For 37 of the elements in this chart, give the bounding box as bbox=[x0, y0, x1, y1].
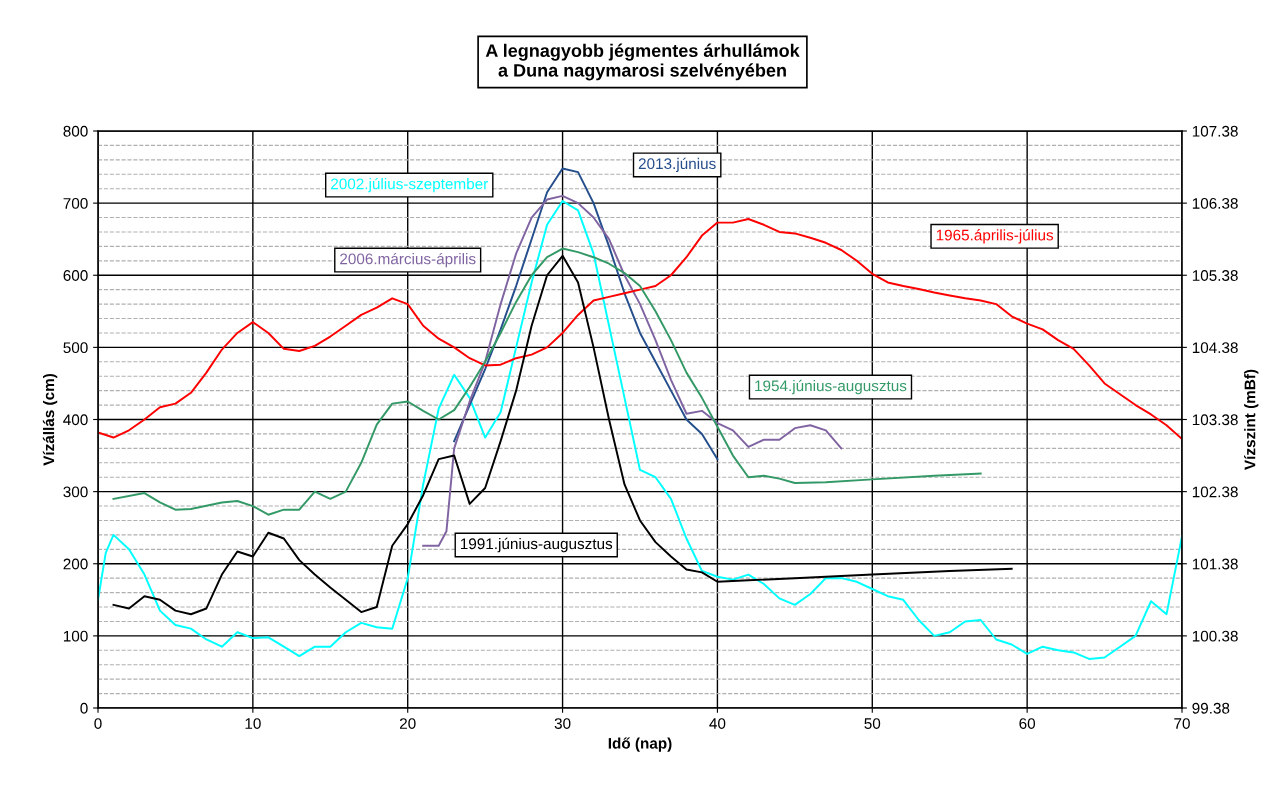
x-tick-label: 30 bbox=[554, 718, 571, 729]
x-axis-title: Idő (nap) bbox=[608, 737, 672, 752]
y2-tick-label: 107.38 bbox=[1192, 125, 1238, 137]
y-tick-label: 0 bbox=[80, 702, 88, 714]
text: 2002.július-szeptember bbox=[331, 177, 488, 193]
y-tick-label: 200 bbox=[63, 558, 88, 570]
x-tick-label: 0 bbox=[94, 718, 102, 729]
y-tick-label: 800 bbox=[63, 125, 88, 137]
y2-tick-label: 103.38 bbox=[1192, 414, 1238, 426]
x-tick-label: 70 bbox=[1174, 718, 1190, 729]
chart-title: A legnagyobb jégmentes árhullámok a Duna nagymarosi szelvényében bbox=[485, 43, 800, 81]
y-tick-label: 400 bbox=[63, 414, 88, 426]
y2-tick-label: 100.38 bbox=[1192, 630, 1238, 642]
x-tick-label: 40 bbox=[709, 718, 726, 729]
text: 1954.június-augusztus bbox=[755, 379, 907, 395]
y2-tick-label: 99.38 bbox=[1192, 702, 1230, 714]
y-tick-label: 700 bbox=[63, 197, 88, 209]
text: 1965.április-július bbox=[936, 229, 1054, 244]
text: 2013.június bbox=[638, 157, 716, 173]
text: 1991.június-augusztus bbox=[460, 537, 613, 553]
y-tick-label: 300 bbox=[63, 486, 88, 498]
y-tick-label: 100 bbox=[63, 630, 88, 642]
y-tick-label: 500 bbox=[63, 342, 88, 354]
y2-tick-label: 104.38 bbox=[1192, 342, 1238, 354]
y2-tick-label: 106.38 bbox=[1192, 197, 1238, 209]
y2-tick-label: 102.38 bbox=[1192, 486, 1238, 498]
x-tick-label: 20 bbox=[399, 718, 416, 729]
y-tick-label: 600 bbox=[63, 270, 88, 281]
y-axis-title: Vízállás (cm) bbox=[42, 373, 58, 466]
y2-tick-label: 101.38 bbox=[1192, 558, 1238, 570]
x-tick-label: 60 bbox=[1019, 718, 1036, 729]
x-tick-label: 50 bbox=[864, 718, 881, 729]
x-tick-label: 10 bbox=[245, 718, 261, 729]
text: 2006.március-április bbox=[340, 252, 476, 268]
y2-axis-title: Vízszint (mBf) bbox=[1244, 369, 1259, 470]
y2-tick-label: 105.38 bbox=[1192, 270, 1238, 281]
line-series bbox=[112, 247, 982, 516]
